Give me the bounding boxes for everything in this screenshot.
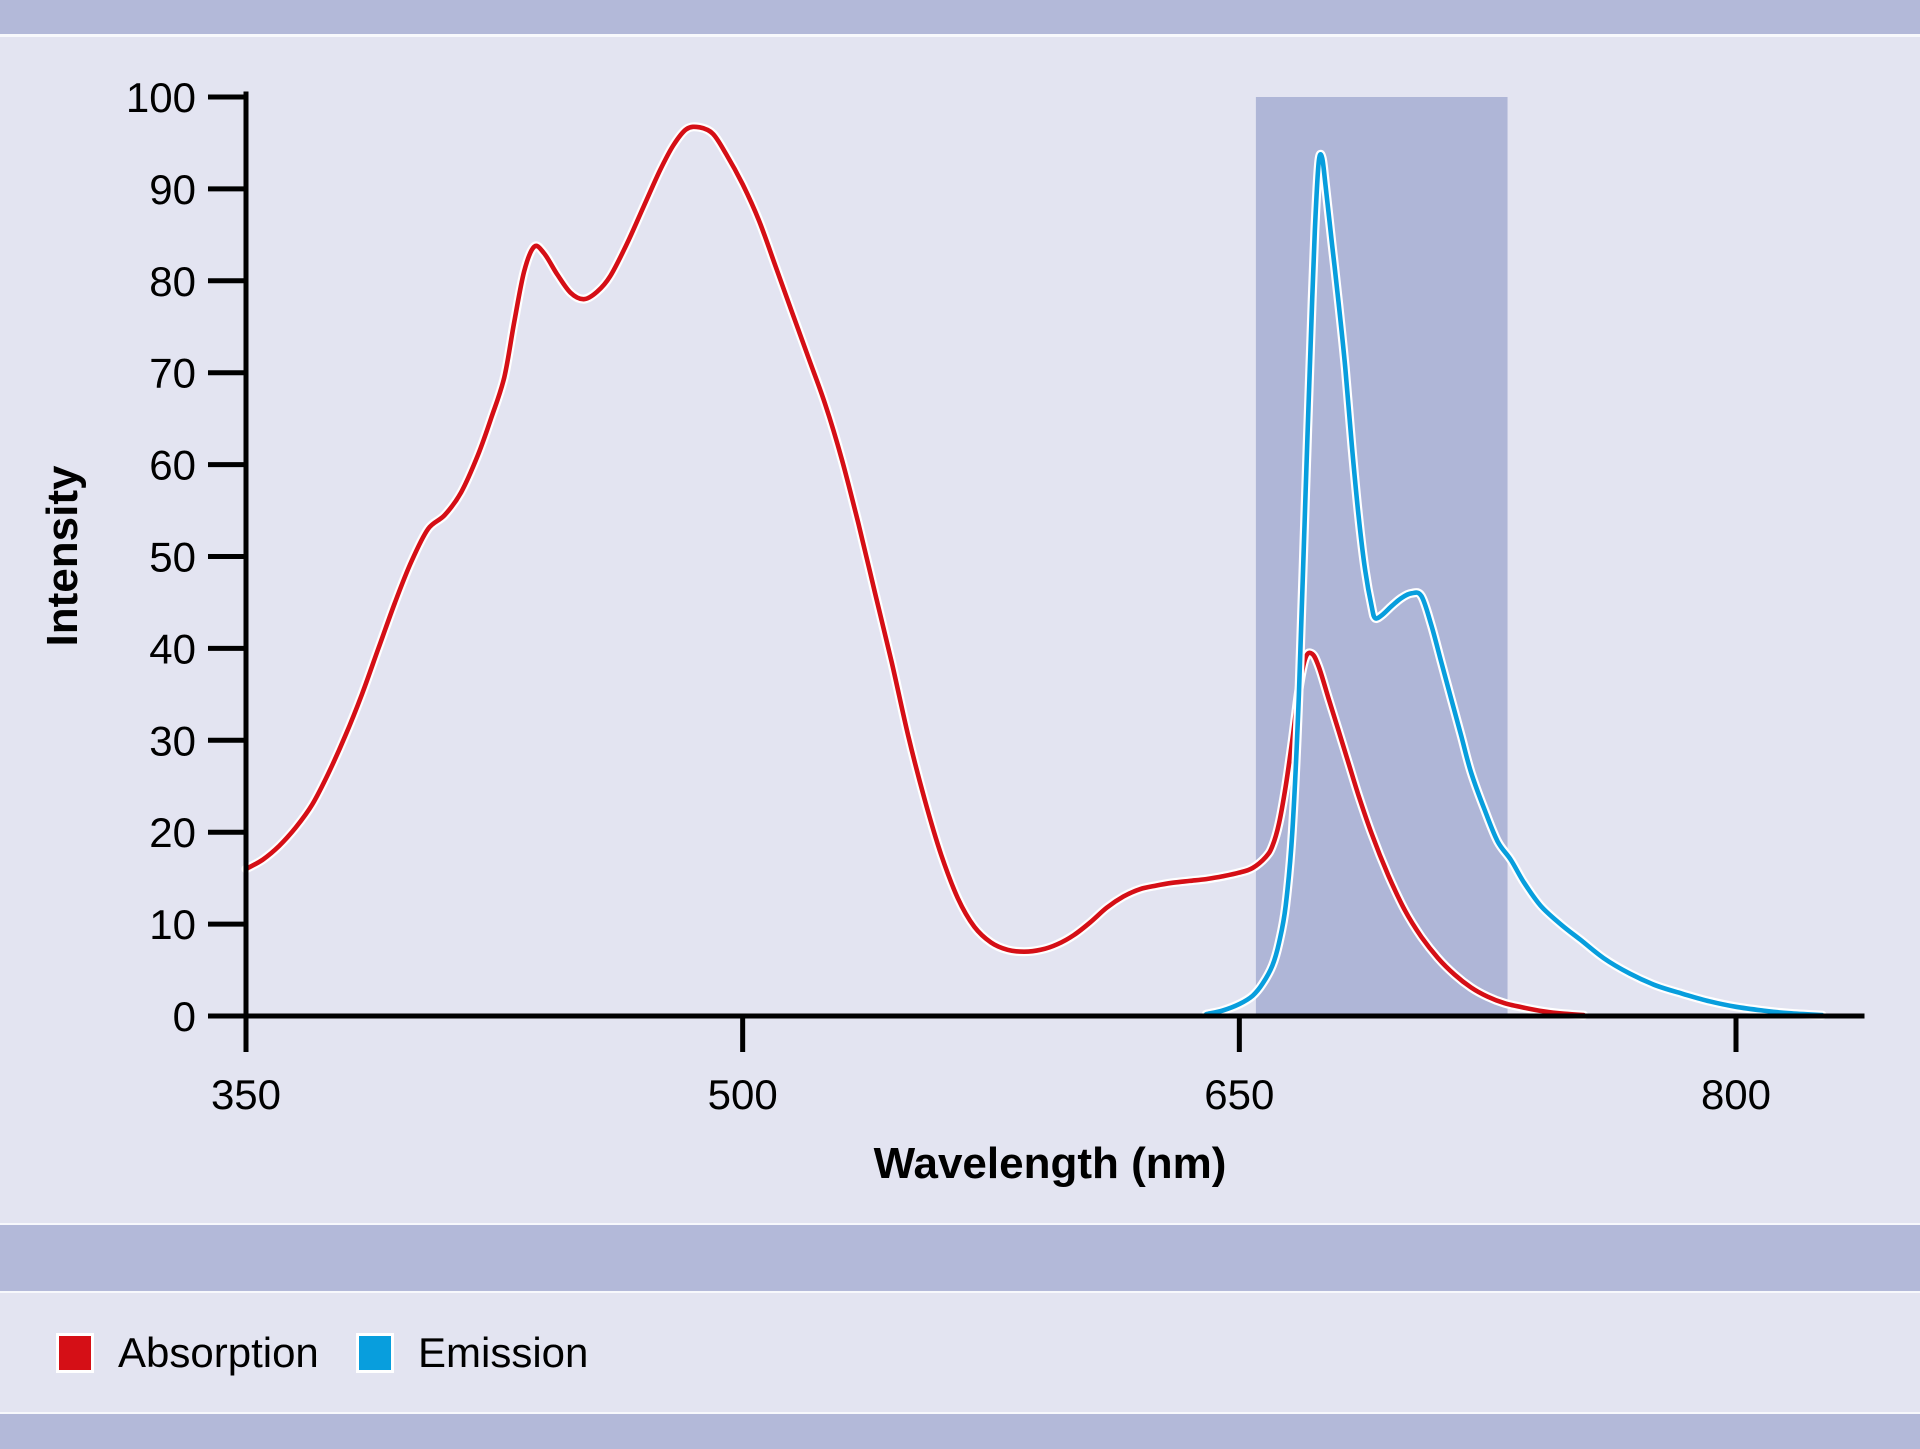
emission-swatch xyxy=(356,1332,394,1373)
x-axis-title: Wavelength (nm) xyxy=(874,1139,1227,1188)
y-tick-label: 50 xyxy=(149,534,196,581)
y-tick-label: 90 xyxy=(149,166,196,213)
absorption-swatch xyxy=(56,1332,94,1373)
bottom-divider-bar xyxy=(0,1412,1920,1449)
x-tick-label: 650 xyxy=(1204,1071,1274,1118)
y-tick-label: 40 xyxy=(149,625,196,672)
emission-label: Emission xyxy=(418,1328,589,1376)
top-divider-bar xyxy=(0,0,1920,37)
legend-divider-bar xyxy=(0,1223,1920,1293)
y-tick-label: 30 xyxy=(149,717,196,764)
y-tick-label: 0 xyxy=(173,993,196,1040)
y-axis-title: Intensity xyxy=(38,465,87,646)
absorption-label: Absorption xyxy=(118,1328,319,1376)
legend-item-emission: Emission xyxy=(356,1328,589,1376)
y-tick-label: 60 xyxy=(149,442,196,489)
absorption-curve xyxy=(243,124,1586,1018)
legend-item-absorption: Absorption xyxy=(56,1328,319,1376)
emission-curve xyxy=(1203,152,1825,1018)
x-axis-ticks: 350 500 650 800 xyxy=(211,1016,1771,1118)
x-tick-label: 800 xyxy=(1701,1071,1771,1118)
legend: Absorption Emission xyxy=(0,1293,1920,1412)
y-tick-label: 10 xyxy=(149,901,196,948)
x-tick-label: 500 xyxy=(708,1071,778,1118)
y-axis-ticks: 0 10 20 30 40 50 60 70 80 90 100 xyxy=(126,74,246,1040)
x-tick-label: 350 xyxy=(211,1071,281,1118)
y-tick-label: 80 xyxy=(149,258,196,305)
y-tick-label: 100 xyxy=(126,74,196,121)
y-tick-label: 70 xyxy=(149,350,196,397)
y-tick-label: 20 xyxy=(149,809,196,856)
detection-filter-band xyxy=(1255,97,1508,1016)
